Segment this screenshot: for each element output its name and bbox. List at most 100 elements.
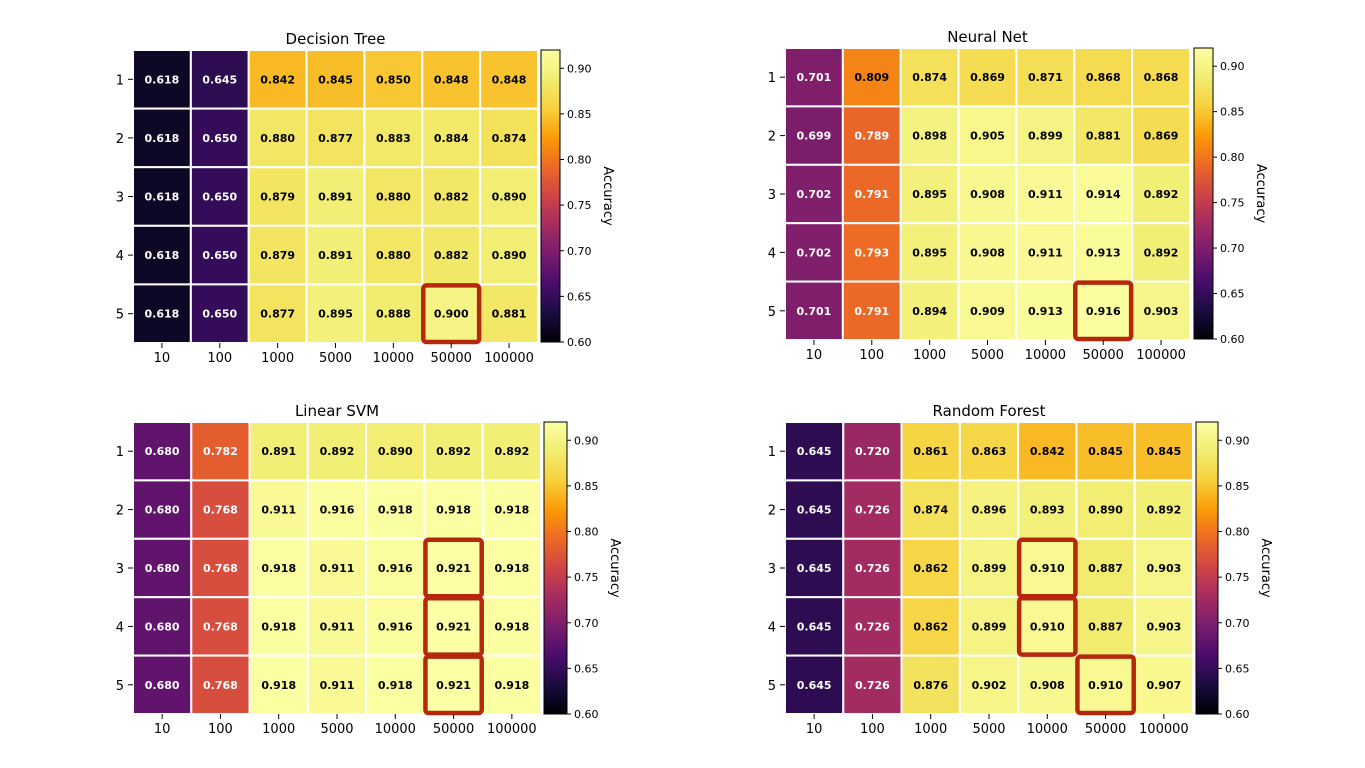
colorbar <box>1193 47 1214 340</box>
cell-value-label: 0.701 <box>797 305 832 318</box>
heatmap-cell <box>132 283 192 344</box>
colorbar-tick-label: 0.90 <box>1225 434 1250 447</box>
cell-value-label: 0.874 <box>913 504 948 517</box>
heatmap-cell <box>957 47 1018 108</box>
chart-title: Random Forest <box>933 402 1046 420</box>
colorbar-tick-label: 0.75 <box>1220 197 1245 210</box>
cell-value-label: 0.874 <box>912 71 947 84</box>
x-tick-label: 5000 <box>971 348 1004 363</box>
cell-value-label: 0.645 <box>797 679 832 692</box>
heatmap-cell <box>132 224 192 286</box>
cell-value-label: 0.918 <box>378 679 413 692</box>
colorbar-tick-label: 0.85 <box>1225 480 1250 493</box>
cell-value-label: 0.882 <box>434 191 469 204</box>
y-tick-label: 5 <box>768 679 776 694</box>
heatmap-cell <box>479 107 539 169</box>
colorbar-tick-label: 0.70 <box>567 245 592 258</box>
heatmap-cell <box>132 654 193 715</box>
cell-value-label: 0.720 <box>855 445 890 458</box>
y-tick-label: 5 <box>116 679 124 694</box>
x-tick-label: 100 <box>859 348 884 363</box>
colorbar-label: Accuracy <box>600 166 615 226</box>
colorbar-tick-label: 0.65 <box>1220 288 1245 301</box>
cell-value-label: 0.914 <box>1086 188 1121 201</box>
cell-value-label: 0.892 <box>1144 188 1179 201</box>
cell-value-label: 0.892 <box>436 445 471 458</box>
heatmap-cell <box>899 105 960 166</box>
cell-value-label: 0.910 <box>1030 620 1065 633</box>
colorbar-tick-label: 0.80 <box>1225 526 1250 539</box>
cell-value-label: 0.918 <box>494 562 529 575</box>
heatmap-cell <box>248 479 309 540</box>
heatmap-cell <box>132 421 193 482</box>
cell-value-label: 0.903 <box>1146 620 1181 633</box>
heatmap-cell <box>365 537 426 599</box>
heatmap-cell <box>423 654 484 715</box>
cell-value-label: 0.907 <box>1146 679 1181 692</box>
heatmap-cell <box>363 166 424 227</box>
x-tick-label: 1000 <box>914 722 947 737</box>
cell-value-label: 0.782 <box>203 445 238 458</box>
x-tick-label: 100000 <box>1139 722 1189 737</box>
cell-value-label: 0.911 <box>320 679 355 692</box>
colorbar-tick-label: 0.60 <box>1225 708 1250 721</box>
cell-value-label: 0.893 <box>1030 504 1065 517</box>
cell-value-label: 0.890 <box>492 191 527 204</box>
heatmap-cell <box>784 280 844 342</box>
cell-value-label: 0.879 <box>260 249 295 262</box>
cell-value-label: 0.918 <box>261 620 296 633</box>
cell-value-label: 0.699 <box>797 130 832 143</box>
colorbar-tick-label: 0.90 <box>567 62 592 75</box>
x-tick-label: 1000 <box>261 351 294 366</box>
heatmap-cell <box>842 421 903 482</box>
cell-value-label: 0.918 <box>378 504 413 517</box>
colorbar <box>1195 421 1219 715</box>
y-tick-label: 3 <box>116 562 124 577</box>
colorbar-tick-label: 0.85 <box>574 480 599 493</box>
cell-value-label: 0.650 <box>202 132 237 145</box>
heatmap-cell <box>189 166 250 227</box>
cell-value-label: 0.645 <box>797 445 832 458</box>
colorbar-tick-label: 0.65 <box>1225 662 1250 675</box>
colorbar-tick-label: 0.60 <box>574 708 599 721</box>
cell-value-label: 0.895 <box>912 188 947 201</box>
cell-value-label: 0.618 <box>145 73 180 86</box>
cell-value-label: 0.880 <box>376 249 411 262</box>
x-tick-label: 10 <box>154 351 171 366</box>
heatmap-cell <box>189 224 250 286</box>
heatmap-cell <box>1073 47 1134 108</box>
y-tick-label: 1 <box>116 73 124 88</box>
x-tick-label: 5000 <box>319 351 352 366</box>
chart-title: Linear SVM <box>295 402 379 420</box>
cell-value-label: 0.891 <box>261 445 296 458</box>
cell-value-label: 0.918 <box>494 504 529 517</box>
cell-value-label: 0.768 <box>203 504 238 517</box>
y-tick-label: 2 <box>768 504 776 519</box>
x-tick-label: 50000 <box>1083 348 1124 363</box>
colorbar-tick-label: 0.90 <box>1220 60 1245 73</box>
cell-value-label: 0.918 <box>494 620 529 633</box>
cell-value-label: 0.680 <box>145 620 180 633</box>
cell-value-label: 0.726 <box>855 562 890 575</box>
heatmap-cell <box>1131 163 1191 225</box>
cell-value-label: 0.791 <box>854 188 889 201</box>
chart-title: Neural Net <box>947 28 1028 46</box>
cell-value-label: 0.768 <box>203 620 238 633</box>
cell-value-label: 0.910 <box>1088 679 1123 692</box>
cell-value-label: 0.895 <box>318 308 353 321</box>
cell-value-label: 0.645 <box>797 562 832 575</box>
colorbar-tick-label: 0.60 <box>1220 333 1245 346</box>
cell-value-label: 0.879 <box>260 191 295 204</box>
colorbar-tick-label: 0.75 <box>567 199 592 212</box>
x-tick-label: 100000 <box>484 351 534 366</box>
colorbar-tick-label: 0.70 <box>1220 242 1245 255</box>
chart-title: Decision Tree <box>286 30 386 48</box>
heatmap-cell <box>247 107 308 169</box>
colorbar-tick-label: 0.70 <box>1225 617 1250 630</box>
cell-value-label: 0.650 <box>202 308 237 321</box>
cell-value-label: 0.902 <box>972 679 1007 692</box>
highlight-box <box>1075 654 1136 716</box>
x-tick-label: 10 <box>806 722 823 737</box>
colorbar-tick-label: 0.75 <box>574 571 599 584</box>
